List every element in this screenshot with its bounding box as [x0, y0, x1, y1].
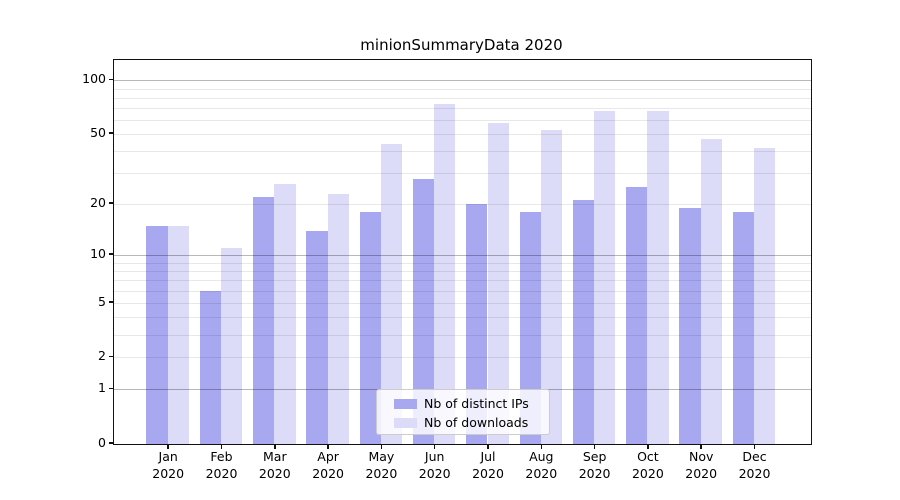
gridline-8: [114, 270, 811, 272]
y-tick-label-100: 100: [82, 71, 106, 87]
bar-distinct-ips-dec: [732, 211, 754, 444]
y-tick-mark-0: [109, 442, 114, 444]
y-tick-mark-20: [109, 202, 114, 204]
x-tick-label-sep: Sep 2020: [578, 449, 611, 481]
y-tick-label-2: 2: [98, 348, 106, 364]
y-tick-mark-100: [109, 78, 114, 81]
gridline-80: [114, 97, 811, 99]
bar-distinct-ips-oct: [626, 187, 648, 444]
legend-item-downloads: Nb of downloads: [377, 413, 549, 432]
gridline-3: [114, 334, 811, 336]
y-tick-label-50: 50: [90, 125, 106, 141]
bar-downloads-apr: [327, 193, 349, 444]
bar-distinct-ips-jan: [146, 225, 168, 444]
x-tick-mark-feb: [220, 444, 223, 449]
bar-downloads-jan: [167, 225, 189, 444]
x-tick-mark-sep: [593, 444, 596, 449]
gridline-7: [114, 280, 811, 282]
x-tick-mark-oct: [647, 444, 649, 449]
y-tick-label-20: 20: [90, 195, 106, 211]
bar-distinct-ips-mar: [253, 196, 275, 444]
x-tick-label-apr: Apr 2020: [312, 449, 344, 481]
gridline-40: [114, 151, 811, 153]
bar-distinct-ips-may: [359, 211, 381, 444]
x-tick-label-oct: Oct 2020: [631, 449, 664, 481]
bar-downloads-feb: [221, 248, 243, 444]
bar-distinct-ips-apr: [306, 230, 328, 444]
gridline-50: [114, 134, 811, 136]
x-tick-mark-mar: [274, 444, 276, 449]
x-tick-label-jun: Jun 2020: [418, 449, 451, 481]
bar-downloads-may: [380, 144, 403, 444]
x-tick-label-nov: Nov 2020: [685, 449, 718, 481]
x-tick-mark-apr: [327, 444, 329, 449]
bar-downloads-jun: [434, 103, 456, 444]
bar-downloads-mar: [274, 184, 296, 444]
x-tick-label-aug: Aug 2020: [525, 449, 558, 481]
x-tick-label-jan: Jan 2020: [152, 449, 185, 481]
gridline-2: [114, 357, 811, 359]
gridline-30: [114, 173, 811, 175]
gridline-5: [114, 302, 811, 304]
bar-downloads-oct: [647, 111, 669, 444]
chart-title: minionSummaryData 2020: [360, 36, 563, 54]
gridline-10: [114, 255, 811, 257]
y-tick-mark-2: [109, 355, 114, 358]
bar-distinct-ips-sep: [572, 200, 595, 444]
bar-distinct-ips-jul: [466, 204, 488, 444]
y-tick-label-0: 0: [98, 435, 106, 450]
x-tick-label-feb: Feb 2020: [205, 449, 238, 481]
legend-swatch-downloads: [394, 417, 417, 428]
x-tick-mark-dec: [753, 444, 756, 449]
y-tick-mark-10: [109, 253, 114, 255]
gridline-70: [114, 108, 811, 110]
legend-label-distinct-ips: Nb of distinct IPs: [424, 396, 529, 411]
x-tick-label-dec: Dec 2020: [738, 449, 771, 481]
gridline-9: [114, 262, 811, 264]
legend: Nb of distinct IPs Nb of downloads: [376, 389, 550, 435]
gridline-20: [114, 204, 811, 206]
bar-downloads-sep: [594, 111, 616, 444]
x-tick-mark-may: [380, 444, 383, 449]
bar-distinct-ips-feb: [199, 290, 221, 444]
gridline-90: [114, 88, 811, 90]
legend-label-downloads: Nb of downloads: [424, 415, 529, 430]
y-tick-label-5: 5: [98, 293, 106, 309]
y-tick-mark-1: [109, 387, 114, 390]
x-tick-mark-aug: [540, 444, 543, 449]
x-tick-mark-jan: [167, 444, 169, 449]
x-tick-mark-jun: [433, 444, 436, 449]
x-tick-label-may: May 2020: [365, 449, 398, 481]
plot-area: [113, 59, 812, 445]
gridline-60: [114, 120, 811, 122]
legend-item-distinct-ips: Nb of distinct IPs: [377, 394, 549, 413]
bar-downloads-jul: [487, 122, 509, 444]
y-tick-label-1: 1: [98, 380, 106, 396]
gridline-6: [114, 290, 811, 292]
gridline-100: [114, 80, 811, 82]
legend-swatch-distinct-ips: [394, 398, 417, 409]
bar-downloads-dec: [754, 147, 776, 444]
bar-distinct-ips-jun: [412, 178, 435, 444]
bar-downloads-aug: [540, 129, 563, 444]
y-tick-label-10: 10: [90, 246, 106, 262]
bar-distinct-ips-aug: [519, 211, 541, 444]
x-tick-mark-nov: [700, 444, 702, 449]
x-tick-label-jul: Jul 2020: [472, 449, 504, 481]
y-tick-mark-50: [109, 132, 114, 134]
x-tick-label-mar: Mar 2020: [258, 449, 291, 481]
gridline-4: [114, 317, 811, 319]
bar-downloads-nov: [700, 138, 722, 444]
y-tick-mark-5: [109, 301, 114, 303]
bar-distinct-ips-nov: [679, 207, 701, 444]
x-tick-mark-jul: [487, 444, 489, 449]
